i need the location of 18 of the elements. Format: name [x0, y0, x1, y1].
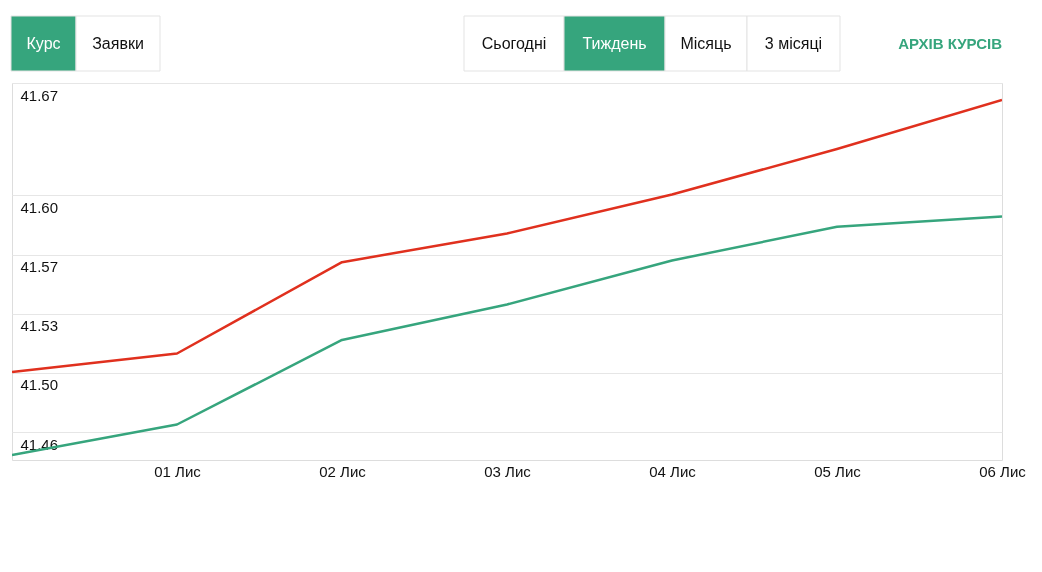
x-tick-label: 03 Лис [484, 462, 532, 480]
x-tick-label: 04 Лис [649, 462, 697, 480]
text: Заявки [92, 35, 144, 52]
y-tick-label: 41.67 [20, 86, 59, 104]
x-tick-label: 01 Лис [154, 462, 202, 480]
text: АРХІВ КУРСІВ [898, 35, 1003, 52]
y-tick-label: 41.57 [20, 258, 59, 276]
x-tick-label: 02 Лис [319, 462, 367, 480]
y-tick-label: 41.50 [20, 376, 59, 394]
text: Курс [26, 35, 61, 52]
x-tick-label: 05 Лис [814, 462, 862, 480]
y-tick-label: 41.60 [20, 198, 59, 216]
y-tick-label: 41.53 [20, 317, 59, 335]
text: Тиждень [582, 35, 647, 52]
text: Сьогодні [481, 35, 547, 52]
text: Місяць [680, 35, 732, 52]
x-tick-label: 06 Лис [979, 462, 1027, 480]
text: 3 місяці [764, 35, 823, 52]
